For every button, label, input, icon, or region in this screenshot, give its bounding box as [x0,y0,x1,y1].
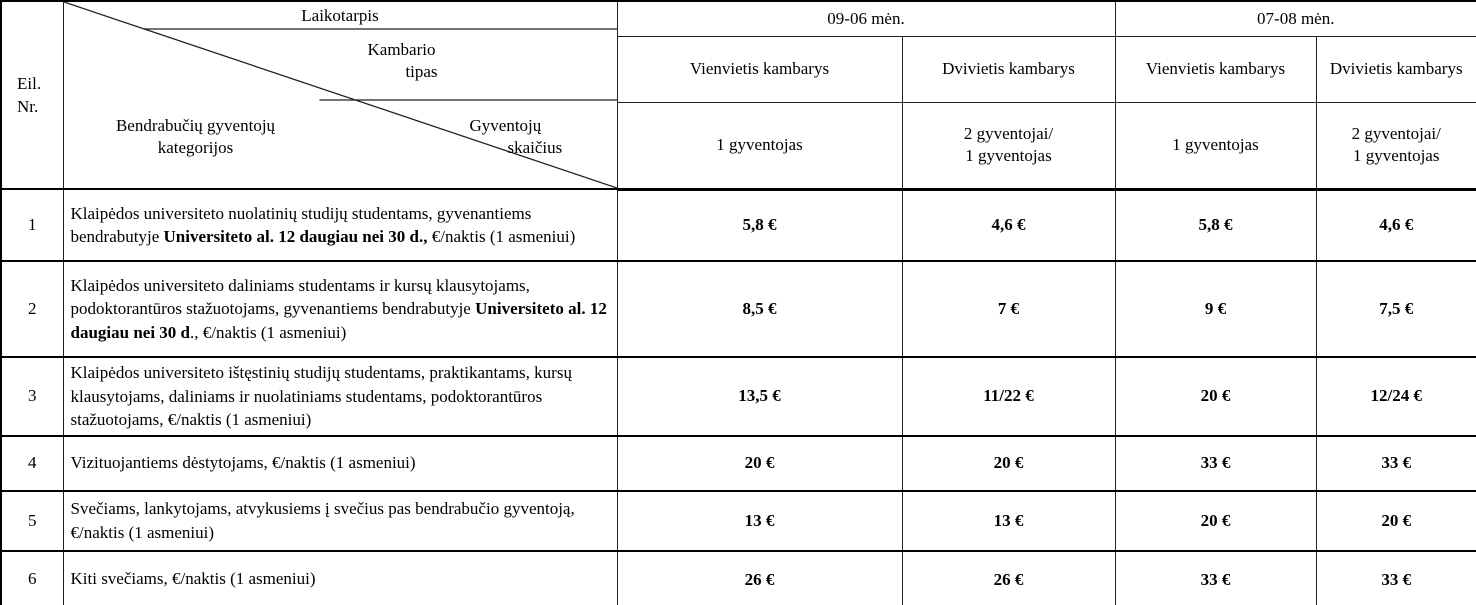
resident-count-axis-line1: Gyventojų [469,116,542,135]
category-text: Klaipėdos universiteto daliniams student… [70,275,530,319]
resident-count-axis-label: Gyventojų skaičius [470,115,610,159]
category-cell: Klaipėdos universiteto ištęstinių studij… [62,356,618,436]
row-number: 1 [0,188,64,262]
row-number: 2 [0,260,64,358]
price-cell: 5,8 € [1114,188,1317,262]
occupancy-header: 1 gyventojas [616,101,903,191]
category-text-bold: Universiteto al. 12 daugiau nei 30 d [70,299,607,342]
diagonal-lines [64,2,617,188]
row-number: 6 [0,549,64,605]
category-text-post: ., €/naktis (1 asmeniui) [190,322,347,342]
category-text: Svečiams, lankytojams, atvykusiems į sve… [70,499,575,542]
price-cell: 20 € [1114,356,1317,436]
price-cell: 4,6 € [1315,188,1476,262]
category-text: Vizituojantiems dėstytojams, €/naktis (1… [70,453,416,473]
price-cell: 20 € [1114,489,1317,551]
room-type-header: Dvivietis kambarys [901,35,1116,103]
table-row: 1 Klaipėdos universiteto nuolatinių stud… [0,188,1476,262]
price-cell: 33 € [1315,549,1476,605]
category-text-post: €/naktis (1 asmeniui) [427,227,576,246]
price-cell: 13 € [616,489,903,551]
room-type-header: Dvivietis kambarys [1315,35,1476,103]
table-row: 6 Kiti svečiams, €/naktis (1 asmeniui) 2… [0,549,1476,605]
room-type-axis-label: Kambario tipas [336,39,468,83]
price-cell: 4,6 € [901,188,1116,262]
room-type-axis-line1: Kambario [367,40,436,59]
price-cell: 12/24 € [1315,356,1476,436]
price-cell: 26 € [901,549,1116,605]
row-number: 3 [0,356,64,436]
category-text: Klaipėdos universiteto nuolatinių studij… [70,203,532,247]
price-cell: 11/22 € [901,356,1116,436]
period-header-09-06: 09-06 mėn. [616,0,1116,37]
resident-count-axis-line2: skaičius [507,138,563,157]
period-axis-label: Laikotarpis [301,6,379,25]
room-type-header: Vienvietis kambarys [616,35,903,103]
price-cell: 5,8 € [616,188,903,262]
price-cell: 26 € [616,549,903,605]
price-cell: 9 € [1114,260,1317,358]
period-header-07-08: 07-08 mėn. [1114,0,1476,37]
resident-category-axis-line2: kategorijos [157,138,234,157]
category-cell: Vizituojantiems dėstytojams, €/naktis (1… [62,434,618,491]
category-cell: Klaipėdos universiteto daliniams student… [62,260,618,358]
table-row: 3 Klaipėdos universiteto ištęstinių stud… [0,356,1476,436]
category-text: Kiti svečiams, €/naktis (1 asmeniui) [70,569,316,588]
category-text: Klaipėdos universiteto ištęstinių studij… [70,363,572,429]
table-row: 2 Klaipėdos universiteto daliniams stude… [0,260,1476,358]
price-cell: 13 € [901,489,1116,551]
price-cell: 8,5 € [616,260,903,358]
room-type-header: Vienvietis kambarys [1114,35,1317,103]
price-cell: 33 € [1114,549,1317,605]
table-row: 5 Svečiams, lankytojams, atvykusiems į s… [0,489,1476,551]
row-number: 4 [0,434,64,491]
resident-category-axis-label: Bendrabučių gyventojų kategorijos [96,115,296,159]
category-cell: Svečiams, lankytojams, atvykusiems į sve… [62,489,618,551]
row-number-header: Eil. Nr. [0,0,64,190]
category-cell: Klaipėdos universiteto nuolatinių studij… [62,188,618,262]
table-row: 4 Vizituojantiems dėstytojams, €/naktis … [0,434,1476,491]
price-cell: 20 € [901,434,1116,491]
resident-category-axis-line1: Bendrabučių gyventojų [115,116,276,135]
price-cell: 33 € [1114,434,1317,491]
price-cell: 20 € [1315,489,1476,551]
diagonal-header-content: Laikotarpis Kambario tipas Bendrabučių g… [64,2,617,188]
occupancy-header: 2 gyventojai/ 1 gyventojas [1315,101,1476,191]
category-cell: Kiti svečiams, €/naktis (1 asmeniui) [62,549,618,605]
room-type-axis-line2: tipas [405,62,438,81]
row-number: 5 [0,489,64,551]
occupancy-header: 2 gyventojai/ 1 gyventojas [901,101,1116,191]
occupancy-header: 1 gyventojas [1114,101,1317,191]
category-text-bold: Universiteto al. 12 daugiau nei 30 d., [163,227,428,246]
price-cell: 13,5 € [616,356,903,436]
diagonal-header-cell: Laikotarpis Kambario tipas Bendrabučių g… [62,0,618,190]
price-cell: 33 € [1315,434,1476,491]
price-cell: 20 € [616,434,903,491]
price-cell: 7 € [901,260,1116,358]
price-cell: 7,5 € [1315,260,1476,358]
